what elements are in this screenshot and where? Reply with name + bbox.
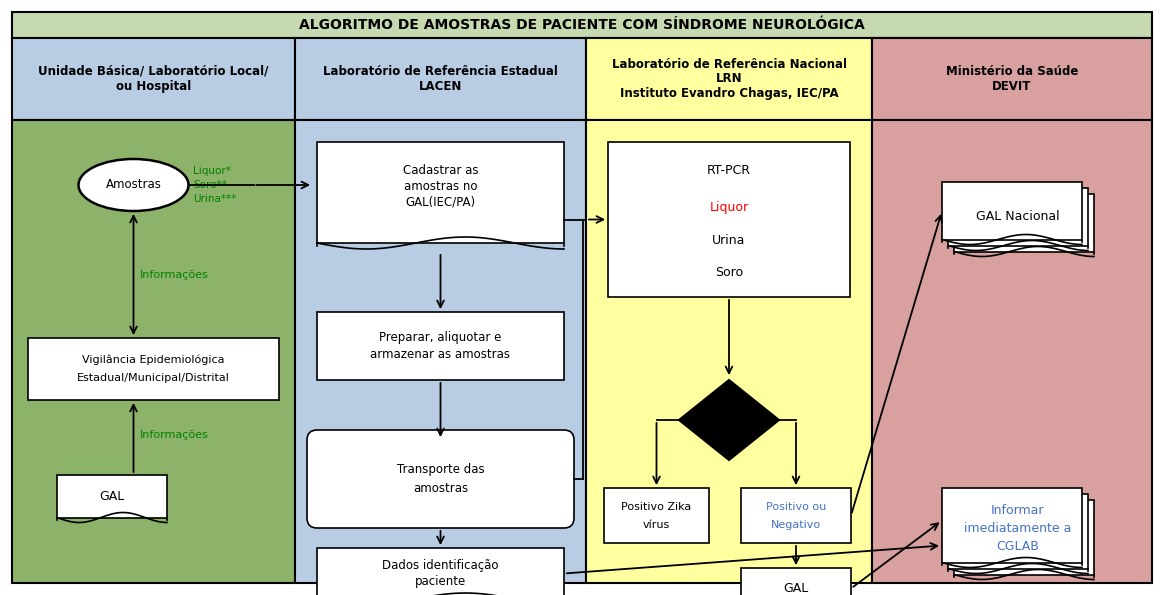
Text: Laboratório de Referência Nacional
LRN
Instituto Evandro Chagas, IEC/PA: Laboratório de Referência Nacional LRN I… bbox=[611, 58, 846, 101]
Text: Positivo Zika: Positivo Zika bbox=[622, 502, 691, 512]
Text: GAL: GAL bbox=[783, 582, 809, 595]
Text: Ministério da Saúde
DEVIT: Ministério da Saúde DEVIT bbox=[946, 65, 1078, 93]
Text: paciente: paciente bbox=[414, 575, 466, 588]
Text: Urina***: Urina*** bbox=[193, 194, 236, 204]
Text: Estadual/Municipal/Distrital: Estadual/Municipal/Distrital bbox=[77, 373, 230, 383]
Text: Amostras: Amostras bbox=[106, 178, 162, 192]
Text: imediatamente a: imediatamente a bbox=[964, 521, 1072, 534]
Text: Transporte das: Transporte das bbox=[397, 464, 484, 477]
FancyBboxPatch shape bbox=[872, 38, 1152, 120]
Text: Unidade Básica/ Laboratório Local/
ou Hospital: Unidade Básica/ Laboratório Local/ ou Ho… bbox=[38, 65, 269, 93]
FancyBboxPatch shape bbox=[12, 38, 294, 120]
Text: Vigilância Epidemiológica: Vigilância Epidemiológica bbox=[83, 355, 225, 365]
Text: Laboratório de Referência Estadual
LACEN: Laboratório de Referência Estadual LACEN bbox=[324, 65, 558, 93]
FancyBboxPatch shape bbox=[28, 338, 279, 400]
FancyBboxPatch shape bbox=[942, 488, 1083, 562]
FancyBboxPatch shape bbox=[585, 38, 872, 120]
FancyBboxPatch shape bbox=[741, 568, 851, 595]
FancyBboxPatch shape bbox=[317, 312, 565, 380]
FancyBboxPatch shape bbox=[942, 182, 1083, 240]
FancyBboxPatch shape bbox=[604, 488, 709, 543]
Text: Informações: Informações bbox=[140, 270, 208, 280]
FancyBboxPatch shape bbox=[741, 488, 851, 543]
FancyBboxPatch shape bbox=[872, 120, 1152, 583]
Text: Informações: Informações bbox=[140, 430, 208, 440]
Text: Urina: Urina bbox=[712, 233, 746, 246]
FancyBboxPatch shape bbox=[947, 188, 1088, 246]
FancyBboxPatch shape bbox=[317, 142, 565, 243]
Text: Negativo: Negativo bbox=[771, 519, 821, 530]
FancyBboxPatch shape bbox=[947, 494, 1088, 568]
FancyBboxPatch shape bbox=[294, 38, 585, 120]
FancyBboxPatch shape bbox=[954, 194, 1094, 252]
FancyBboxPatch shape bbox=[585, 120, 872, 583]
Text: RT-PCR: RT-PCR bbox=[707, 164, 751, 177]
FancyBboxPatch shape bbox=[307, 430, 574, 528]
Text: Dados identificação: Dados identificação bbox=[382, 559, 498, 572]
Text: GAL: GAL bbox=[99, 490, 125, 503]
FancyBboxPatch shape bbox=[317, 548, 565, 595]
Text: armazenar as amostras: armazenar as amostras bbox=[370, 349, 511, 362]
Text: Soro**: Soro** bbox=[193, 180, 227, 190]
Text: ALGORITMO DE AMOSTRAS DE PACIENTE COM SÍNDROME NEUROLÓGICA: ALGORITMO DE AMOSTRAS DE PACIENTE COM SÍ… bbox=[299, 18, 865, 32]
Text: Cadastrar as: Cadastrar as bbox=[403, 164, 478, 177]
Text: Informar: Informar bbox=[992, 503, 1045, 516]
Text: Positivo ou: Positivo ou bbox=[766, 502, 826, 512]
Text: Liquor: Liquor bbox=[709, 201, 748, 214]
FancyBboxPatch shape bbox=[12, 120, 294, 583]
Ellipse shape bbox=[78, 159, 189, 211]
Text: Preparar, aliquotar e: Preparar, aliquotar e bbox=[379, 330, 502, 343]
FancyBboxPatch shape bbox=[57, 475, 166, 518]
FancyBboxPatch shape bbox=[954, 500, 1094, 575]
FancyBboxPatch shape bbox=[294, 120, 585, 583]
Text: amostras: amostras bbox=[413, 481, 468, 494]
Text: Soro: Soro bbox=[715, 265, 743, 278]
Text: amostras no: amostras no bbox=[404, 180, 477, 193]
Text: GAL Nacional: GAL Nacional bbox=[977, 211, 1059, 224]
Text: GAL(IEC/PA): GAL(IEC/PA) bbox=[405, 196, 476, 208]
Text: Liquor*: Liquor* bbox=[193, 166, 232, 176]
FancyBboxPatch shape bbox=[608, 142, 850, 297]
Polygon shape bbox=[679, 380, 779, 460]
Text: CGLAB: CGLAB bbox=[996, 540, 1039, 553]
FancyBboxPatch shape bbox=[12, 12, 1152, 38]
Text: vírus: vírus bbox=[643, 519, 670, 530]
